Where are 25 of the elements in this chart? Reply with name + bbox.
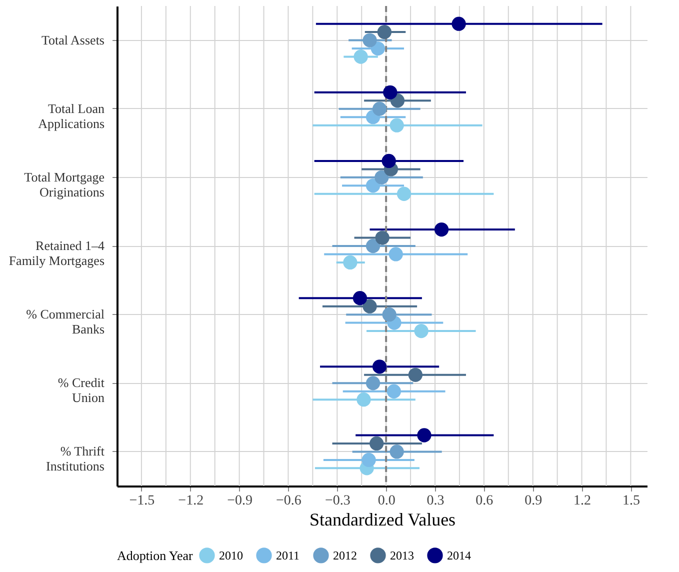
legend-label: 2013 — [390, 548, 414, 562]
legend-label: 2012 — [333, 548, 357, 562]
y-tick-label: Total Assets — [41, 32, 104, 48]
y-tick-label: % Credit Union — [58, 375, 105, 406]
legend-label: 2014 — [447, 548, 471, 562]
x-tick-label: −0.9 — [227, 494, 253, 508]
x-tick-label: 1.5 — [622, 494, 640, 508]
y-tick-label: Retained 1–4 Family Mortgages — [8, 238, 105, 268]
x-tick-label: 0.3 — [426, 494, 444, 508]
x-tick-label: −0.3 — [324, 494, 350, 508]
x-tick-label: −1.5 — [129, 494, 155, 508]
legend-label: 2011 — [276, 548, 300, 562]
y-tick-label: % Thrift Institutions — [46, 444, 105, 474]
legend-title: Adoption Year — [117, 548, 194, 563]
x-tick-label: −0.6 — [276, 494, 302, 508]
x-tick-label: 0.6 — [476, 494, 494, 508]
x-tick-label: −1.2 — [178, 494, 204, 508]
x-axis-title: Standardized Values — [309, 510, 456, 530]
x-tick-label: 0.9 — [524, 494, 542, 508]
x-tick-label: 1.2 — [574, 494, 592, 508]
legend-label: 2010 — [219, 548, 243, 562]
y-tick-label: % Commercial Banks — [26, 306, 105, 337]
y-tick-label: Total Loan Applications — [38, 100, 105, 131]
y-tick-label: Total Mortgage Originations — [24, 169, 105, 200]
x-tick-label: 0.0 — [378, 494, 396, 508]
